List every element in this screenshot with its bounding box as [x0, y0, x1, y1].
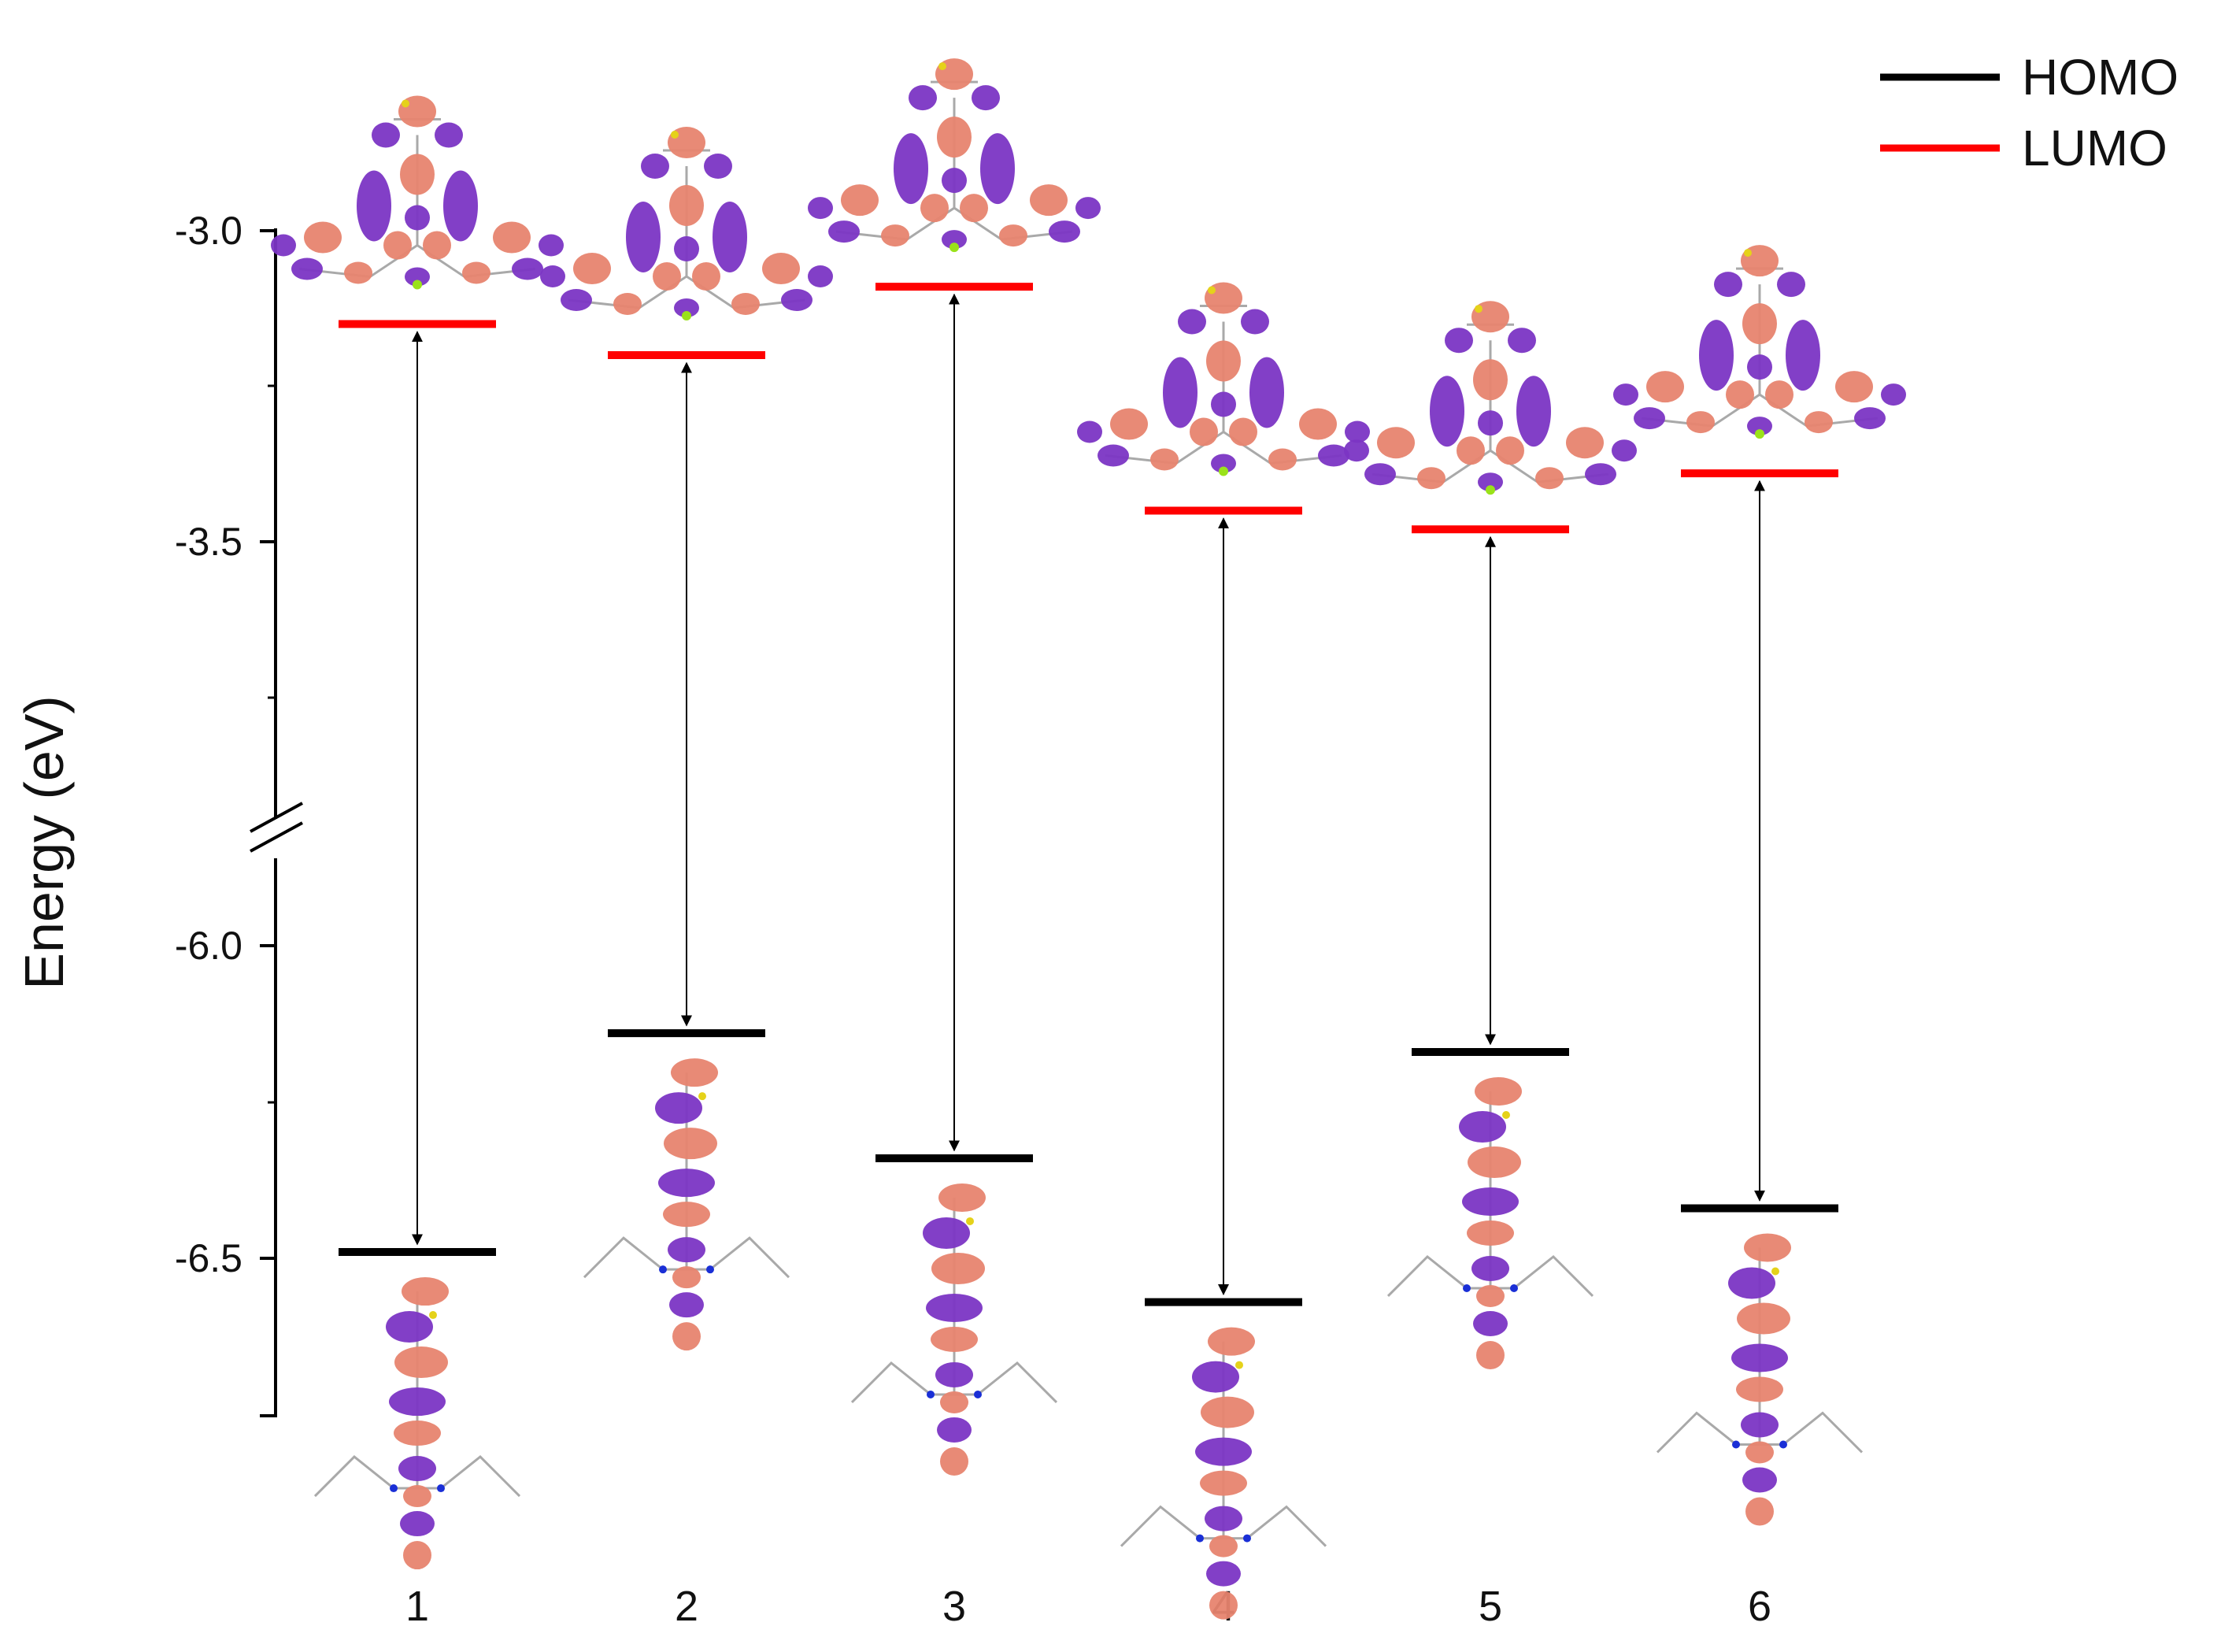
- tick-label-upper-1: -3.5: [175, 520, 242, 564]
- lumo-orbital-3: [808, 58, 1101, 253]
- axis-break-icon: [250, 802, 303, 853]
- homo-orbital-6: [1656, 1233, 1864, 1526]
- category-labels: 1 2 3 4 5 6: [405, 1583, 1771, 1630]
- tick-label-lower-0: -6.0: [175, 924, 242, 968]
- homo-orbital-5: [1386, 1076, 1594, 1369]
- transition-arrows: [412, 293, 1765, 1295]
- homo-orbital-1: [313, 1277, 521, 1570]
- major-ticks: [260, 229, 276, 1417]
- tick-label-lower-1: -6.5: [175, 1236, 242, 1280]
- lumo-orbital-6: [1613, 245, 1906, 439]
- tick-label-upper-0: -3.0: [175, 209, 242, 253]
- category-label-5: 5: [1479, 1583, 1502, 1630]
- homo-orbital-2: [583, 1058, 790, 1351]
- lumo-orbital-4: [1077, 282, 1370, 476]
- category-label-3: 3: [942, 1583, 966, 1630]
- y-axis-title: Energy (eV): [13, 695, 75, 989]
- lumo-orbital-5: [1344, 301, 1637, 495]
- category-label-1: 1: [405, 1583, 429, 1630]
- legend: HOMO LUMO: [1880, 49, 2178, 176]
- category-label-6: 6: [1748, 1583, 1771, 1630]
- homo-orbital-3: [850, 1183, 1058, 1476]
- legend-label-homo: HOMO: [2022, 49, 2178, 106]
- orbital-illustrations: [271, 58, 1906, 1620]
- minor-ticks: [268, 384, 276, 1104]
- lumo-orbital-1: [271, 95, 564, 290]
- legend-label-lumo: LUMO: [2022, 120, 2167, 176]
- category-label-2: 2: [675, 1583, 698, 1630]
- lumo-orbital-2: [540, 127, 833, 320]
- energy-levels: [339, 283, 1838, 1306]
- homo-orbital-4: [1120, 1327, 1327, 1620]
